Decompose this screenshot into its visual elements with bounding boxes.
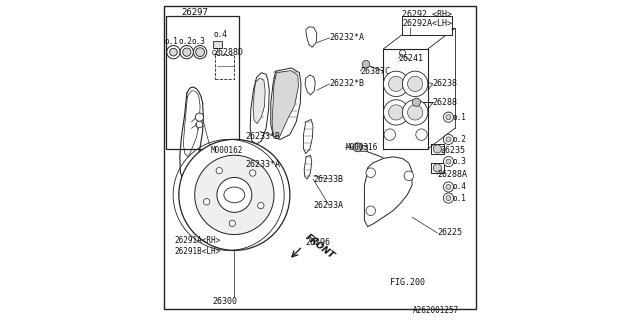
Circle shape [416, 129, 428, 140]
Circle shape [408, 76, 423, 92]
Polygon shape [250, 73, 269, 144]
Text: o.1: o.1 [452, 194, 466, 203]
Text: o.3: o.3 [192, 36, 205, 45]
Circle shape [196, 48, 205, 57]
Circle shape [366, 206, 376, 215]
Polygon shape [253, 78, 265, 124]
Text: 26238: 26238 [433, 79, 458, 88]
Circle shape [196, 121, 203, 128]
Circle shape [383, 100, 409, 125]
Text: o.4: o.4 [213, 30, 227, 39]
Circle shape [444, 182, 454, 192]
Text: FRONT: FRONT [303, 232, 336, 260]
Bar [360, 145, 367, 151]
Text: 26297: 26297 [181, 8, 208, 17]
Circle shape [193, 45, 207, 59]
Circle shape [408, 105, 423, 120]
Circle shape [383, 71, 409, 97]
Text: M000162: M000162 [211, 146, 243, 155]
Polygon shape [271, 68, 301, 140]
Bar [166, 16, 239, 149]
Text: 26291B<LH>: 26291B<LH> [174, 247, 220, 257]
Polygon shape [303, 119, 313, 154]
Circle shape [446, 184, 451, 189]
Polygon shape [364, 157, 412, 227]
Circle shape [179, 140, 290, 251]
Circle shape [388, 76, 404, 92]
Text: 26292A<LH>: 26292A<LH> [403, 19, 452, 28]
Polygon shape [305, 75, 316, 95]
Circle shape [217, 178, 252, 212]
Circle shape [180, 45, 193, 59]
Bar [403, 16, 452, 35]
Text: 26288A: 26288A [437, 170, 467, 179]
Polygon shape [272, 70, 298, 137]
Circle shape [195, 113, 204, 121]
Text: A262001257: A262001257 [413, 306, 460, 315]
Circle shape [204, 199, 210, 205]
Text: 26235: 26235 [440, 146, 465, 155]
Circle shape [258, 203, 264, 209]
Text: FIG.200: FIG.200 [390, 278, 425, 287]
Circle shape [403, 100, 428, 125]
Circle shape [433, 145, 442, 153]
Bar [215, 55, 234, 79]
Circle shape [444, 156, 454, 167]
Circle shape [404, 171, 413, 180]
Text: 26387C: 26387C [360, 67, 390, 76]
Circle shape [250, 170, 256, 176]
Text: 26232*B: 26232*B [330, 79, 365, 88]
Text: o.4: o.4 [452, 182, 466, 191]
Circle shape [212, 51, 217, 55]
Circle shape [446, 159, 451, 164]
Circle shape [229, 220, 236, 227]
Circle shape [444, 134, 454, 144]
Circle shape [362, 60, 370, 68]
Text: 26292 <RH>: 26292 <RH> [403, 10, 452, 19]
Text: 26241: 26241 [399, 54, 424, 63]
Circle shape [353, 143, 362, 152]
Text: 26233A: 26233A [314, 202, 344, 211]
Text: o.2: o.2 [452, 135, 466, 144]
Circle shape [182, 48, 191, 56]
Text: 26296: 26296 [306, 238, 331, 247]
Text: M000316: M000316 [346, 143, 378, 152]
Text: 26225: 26225 [437, 228, 462, 237]
Circle shape [366, 168, 376, 178]
Circle shape [399, 50, 406, 56]
Circle shape [170, 48, 177, 56]
Circle shape [195, 155, 274, 235]
Ellipse shape [224, 187, 245, 203]
Polygon shape [306, 27, 317, 47]
Circle shape [384, 129, 396, 140]
Polygon shape [304, 155, 312, 179]
Circle shape [403, 71, 428, 97]
Text: 26233B: 26233B [314, 174, 344, 184]
Text: 26233*B: 26233*B [246, 132, 280, 141]
Text: 26300: 26300 [212, 297, 237, 306]
Circle shape [216, 167, 222, 174]
Circle shape [446, 115, 451, 120]
Text: o.2: o.2 [179, 36, 192, 45]
Text: 26232*A: 26232*A [330, 33, 365, 42]
Circle shape [433, 164, 442, 172]
Circle shape [167, 45, 180, 59]
Circle shape [444, 193, 454, 203]
Circle shape [444, 112, 454, 122]
Circle shape [388, 105, 404, 120]
Text: 26233*A: 26233*A [246, 160, 280, 169]
Text: o.1: o.1 [164, 36, 179, 45]
Circle shape [446, 137, 451, 142]
Text: 26288: 26288 [433, 99, 458, 108]
Text: o.1: o.1 [452, 113, 466, 122]
Text: 26291A<RH>: 26291A<RH> [174, 236, 220, 245]
Circle shape [412, 98, 420, 106]
Bar [212, 41, 222, 48]
Circle shape [446, 196, 451, 201]
Text: o.3: o.3 [452, 157, 466, 166]
Text: 26288D: 26288D [213, 48, 243, 57]
